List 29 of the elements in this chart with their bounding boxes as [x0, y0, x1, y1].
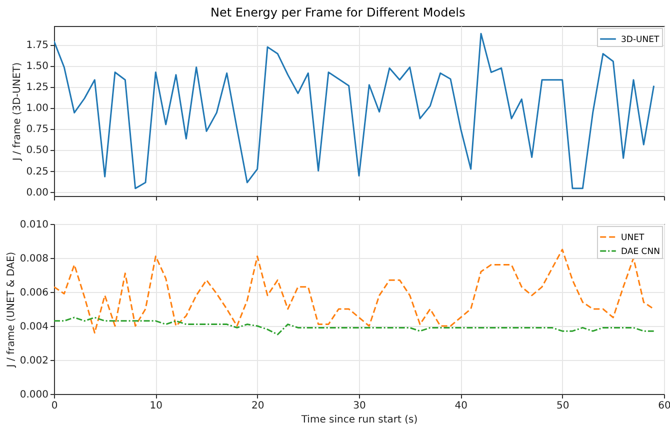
chart-title: Net Energy per Frame for Different Models	[210, 6, 466, 20]
y-tick-label: 0.00	[26, 187, 48, 198]
x-tick-label: 20	[251, 400, 264, 412]
x-tick-label: 10	[150, 400, 163, 412]
legend-label: 3D-UNET	[621, 35, 660, 45]
legend-label: DAE CNN	[621, 247, 660, 257]
y-tick-label: 0.010	[20, 220, 48, 230]
y-tick-label: 0.006	[20, 288, 48, 298]
y-axis-title: J / frame (UNET & DAE)	[6, 252, 17, 368]
x-tick-label: 50	[556, 400, 570, 412]
x-tick-label: 30	[353, 400, 366, 412]
x-tick-label: 0	[51, 400, 58, 412]
y-tick-label: 0.002	[20, 356, 48, 366]
x-axis-title: Time since run start (s)	[300, 414, 418, 426]
y-tick-label: 1.25	[26, 82, 48, 94]
x-tick-label: 40	[454, 400, 468, 412]
y-axis-title: J / frame (3D-UNET)	[12, 62, 24, 162]
y-tick-label: 0.25	[26, 166, 48, 178]
legend-label: UNET	[621, 233, 645, 243]
y-tick-label: 0.000	[20, 390, 48, 400]
y-tick-label: 0.75	[26, 124, 48, 136]
y-tick-label: 1.00	[26, 103, 48, 114]
y-tick-label: 0.004	[20, 322, 48, 332]
y-tick-label: 1.50	[26, 61, 48, 72]
x-tick-label: 60	[658, 400, 670, 412]
y-tick-label: 1.75	[26, 40, 48, 52]
line-series	[54, 316, 655, 336]
y-tick-label: 0.50	[26, 145, 48, 156]
y-tick-label: 0.008	[20, 254, 48, 264]
